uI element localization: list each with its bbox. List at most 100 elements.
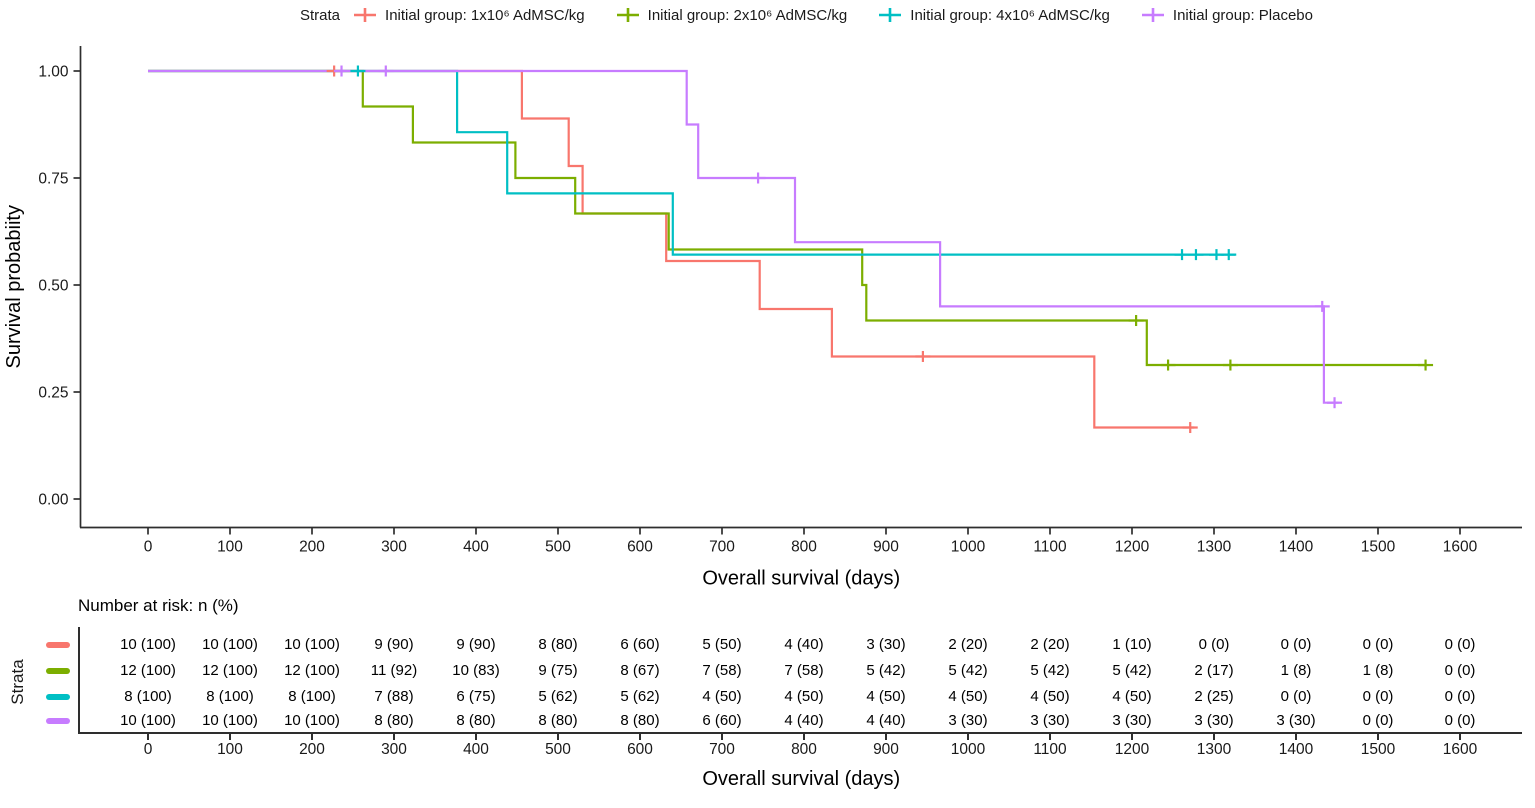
x-tick-label: 1200 <box>1115 539 1150 556</box>
censor-mark-series-3 <box>1221 249 1237 261</box>
censor-mark-series-3 <box>1174 249 1190 261</box>
x-tick-label: 400 <box>463 539 489 556</box>
legend-items: Initial group: 1x10⁶ AdMSC/kg Initial gro… <box>354 7 1345 24</box>
x-tick-label: 500 <box>545 539 571 556</box>
x-tick-label: 1600 <box>1443 539 1478 556</box>
plus-marker-icon <box>879 8 902 22</box>
risk-x-tick <box>1213 734 1215 740</box>
risk-cell: 10 (83) <box>452 662 500 679</box>
censor-mark-series-4 <box>334 65 350 77</box>
risk-cell: 10 (100) <box>120 636 176 653</box>
risk-x-tick-label: 700 <box>709 741 735 758</box>
legend-item-2: Initial group: 2x10⁶ AdMSC/kg <box>616 7 847 24</box>
y-tick-label: 0.25 <box>38 385 68 402</box>
risk-cell: 0 (0) <box>1362 636 1394 653</box>
x-tick-label: 700 <box>709 539 735 556</box>
risk-cell: 5 (42) <box>948 662 988 679</box>
risk-cell: 2 (25) <box>1194 688 1234 705</box>
censor-mark-series-3 <box>1188 249 1204 261</box>
censor-mark-series-2 <box>1222 359 1238 371</box>
risk-x-tick-label: 1100 <box>1033 741 1067 758</box>
survival-curve-3 <box>148 69 1236 256</box>
censor-mark-series-2 <box>1418 359 1434 371</box>
risk-cell: 6 (60) <box>702 712 742 729</box>
censor-mark-series-1 <box>1182 422 1198 434</box>
x-tick-label: 600 <box>627 539 653 556</box>
risk-cell: 0 (0) <box>1444 688 1476 705</box>
risk-x-tick <box>803 734 805 740</box>
censor-mark-series-1 <box>915 350 931 362</box>
risk-x-tick-label: 200 <box>299 741 325 758</box>
censor-mark-series-4 <box>1314 300 1330 312</box>
risk-cell: 4 (40) <box>784 636 824 653</box>
risk-cell: 7 (58) <box>784 662 824 679</box>
risk-cell: 0 (0) <box>1280 688 1312 705</box>
legend-item-4: Initial group: Placebo <box>1141 6 1313 24</box>
legend: Strata Initial group: 1x10⁶ AdMSC/kg Init… <box>300 2 1345 28</box>
censor-mark-series-4 <box>1327 397 1343 409</box>
y-tick-label: 1.00 <box>38 64 69 81</box>
risk-row-marker-2 <box>46 668 70 674</box>
risk-cell: 0 (0) <box>1198 636 1230 653</box>
x-tick-label: 800 <box>791 539 817 556</box>
risk-cell: 3 (30) <box>1030 712 1070 729</box>
legend-item-label: Initial group: 4x10⁶ AdMSC/kg <box>910 6 1110 24</box>
x-tick-label: 0 <box>144 539 153 556</box>
y-axis-title: Survival probabiity <box>3 205 25 368</box>
risk-cell: 10 (100) <box>284 636 340 653</box>
risk-x-tick <box>229 734 231 740</box>
risk-cell: 0 (0) <box>1362 712 1394 729</box>
risk-x-tick <box>147 734 149 740</box>
risk-cell: 3 (30) <box>1112 712 1152 729</box>
risk-x-tick <box>1459 734 1461 740</box>
risk-row-marker-4 <box>46 718 70 724</box>
x-tick-label: 300 <box>381 539 407 556</box>
risk-cell: 4 (40) <box>866 712 906 729</box>
x-tick-label: 1500 <box>1361 539 1396 556</box>
risk-cell: 9 (75) <box>538 662 578 679</box>
risk-cell: 10 (100) <box>284 712 340 729</box>
risk-cell: 1 (10) <box>1112 636 1152 653</box>
risk-cell: 0 (0) <box>1444 636 1476 653</box>
risk-cell: 4 (50) <box>1030 688 1070 705</box>
legend-item-1: Initial group: 1x10⁶ AdMSC/kg <box>354 7 585 24</box>
risk-x-tick-label: 1200 <box>1114 741 1150 758</box>
risk-x-tick-label: 900 <box>873 741 899 758</box>
risk-cell: 7 (58) <box>702 662 742 679</box>
plus-marker-icon <box>354 8 377 22</box>
risk-cell: 9 (90) <box>374 636 414 653</box>
risk-cell: 8 (80) <box>374 712 414 729</box>
risk-x-tick-label: 400 <box>463 741 489 758</box>
risk-cell: 5 (42) <box>866 662 906 679</box>
risk-x-tick <box>475 734 477 740</box>
risk-x-tick-label: 1500 <box>1360 741 1396 758</box>
risk-x-tick <box>1049 734 1051 740</box>
risk-cell: 10 (100) <box>120 712 176 729</box>
risk-x-tick-label: 1000 <box>950 741 986 758</box>
legend-item-label: Initial group: Placebo <box>1172 6 1313 24</box>
risk-cell: 3 (30) <box>1194 712 1234 729</box>
risk-cell: 3 (30) <box>866 636 906 653</box>
risk-row-marker-1 <box>46 642 70 648</box>
risk-cell: 2 (20) <box>948 636 988 653</box>
risk-cell: 5 (42) <box>1112 662 1152 679</box>
risk-table-title: Number at risk: n (%) <box>78 596 239 615</box>
risk-x-tick <box>1377 734 1379 740</box>
x-tick-label: 900 <box>873 539 899 556</box>
legend-item-label: Initial group: 1x10⁶ AdMSC/kg <box>385 6 585 24</box>
censor-mark-series-2 <box>1128 315 1144 327</box>
legend-title: Strata <box>300 6 341 24</box>
risk-cell: 9 (90) <box>456 636 496 653</box>
risk-cell: 1 (8) <box>1362 662 1394 679</box>
censor-mark-series-3 <box>350 65 366 77</box>
risk-cell: 12 (100) <box>120 662 176 679</box>
risk-cell: 10 (100) <box>202 712 258 729</box>
risk-x-tick <box>557 734 559 740</box>
risk-cell: 5 (50) <box>702 636 742 653</box>
risk-cell: 2 (17) <box>1194 662 1234 679</box>
risk-x-tick <box>1131 734 1133 740</box>
risk-cell: 1 (8) <box>1280 662 1312 679</box>
risk-cell: 12 (100) <box>284 662 340 679</box>
risk-x-axis-title: Overall survival (days) <box>702 768 901 790</box>
